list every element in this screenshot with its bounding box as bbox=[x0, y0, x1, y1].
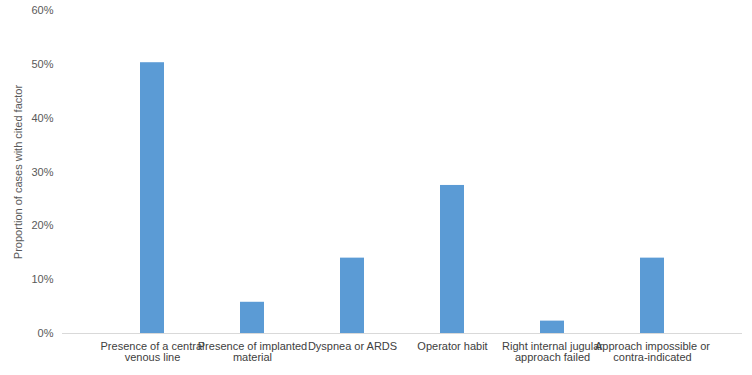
svg-text:40%: 40% bbox=[31, 112, 53, 124]
svg-text:10%: 10% bbox=[31, 273, 53, 285]
svg-text:Approach impossible orcontra-i: Approach impossible orcontra-indicated bbox=[595, 340, 710, 363]
svg-text:0%: 0% bbox=[38, 327, 54, 339]
svg-text:Dyspnea or ARDS: Dyspnea or ARDS bbox=[308, 340, 397, 352]
svg-text:60%: 60% bbox=[31, 4, 53, 16]
svg-text:Presence of a centralvenous li: Presence of a centralvenous line bbox=[101, 340, 205, 363]
svg-text:30%: 30% bbox=[31, 166, 53, 178]
svg-text:Right internal jugularapproach: Right internal jugularapproach failed bbox=[502, 340, 603, 363]
svg-text:50%: 50% bbox=[31, 58, 53, 70]
svg-text:Presence of implantedmaterial: Presence of implantedmaterial bbox=[198, 340, 307, 363]
svg-text:Proportion of cases with cited: Proportion of cases with cited factor bbox=[12, 85, 24, 260]
svg-text:Operator habit: Operator habit bbox=[417, 340, 487, 352]
svg-text:20%: 20% bbox=[31, 219, 53, 231]
